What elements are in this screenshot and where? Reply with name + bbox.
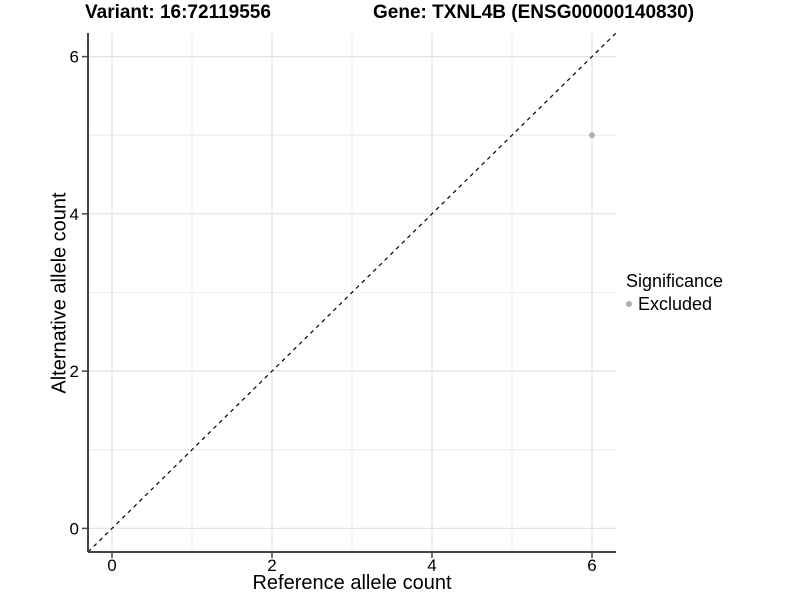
gene-title: Gene: TXNL4B (ENSG00000140830) [373, 2, 695, 23]
x-tick-label: 4 [427, 556, 436, 575]
variant-title: Variant: 16:72119556 [85, 2, 271, 23]
identity-reference-line [87, 32, 617, 553]
x-tick-label: 6 [587, 556, 596, 575]
y-tick-label: 2 [70, 362, 79, 381]
data-point [589, 132, 595, 139]
y-tick-label: 0 [70, 519, 79, 538]
x-tick-label: 2 [267, 556, 276, 575]
y-tick-label: 4 [70, 205, 79, 224]
legend: Significance Excluded [626, 271, 723, 314]
x-tick-label: 0 [107, 556, 116, 575]
legend-point-icon [626, 301, 632, 307]
y-tick-label: 6 [70, 48, 79, 67]
legend-item-label: Excluded [638, 294, 713, 314]
legend-title: Significance [626, 271, 724, 291]
legend-item: Excluded [626, 294, 723, 314]
x-axis-title: Reference allele count [252, 572, 452, 594]
